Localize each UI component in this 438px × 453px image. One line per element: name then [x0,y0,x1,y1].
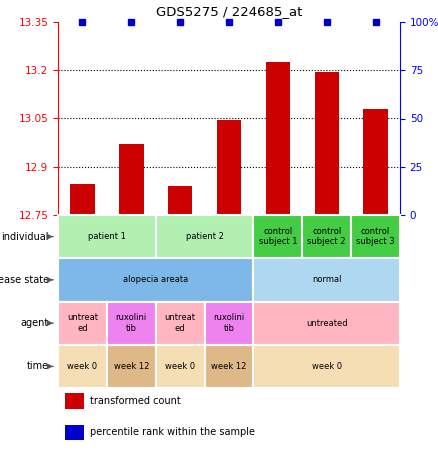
Bar [364,109,388,215]
Text: control
subject 2: control subject 2 [307,227,346,246]
Bar [168,186,192,215]
Text: time: time [27,361,49,371]
Text: transformed count: transformed count [91,396,181,406]
Bar [70,184,95,215]
Text: week 0: week 0 [312,362,342,371]
Text: week 0: week 0 [67,362,98,371]
Text: week 12: week 12 [211,362,247,371]
Text: ruxolini
tib: ruxolini tib [213,313,245,333]
Bar [314,72,339,215]
Text: disease state: disease state [0,275,49,285]
Text: ruxolini
tib: ruxolini tib [116,313,147,333]
Text: patient 1: patient 1 [88,232,126,241]
Title: GDS5275 / 224685_at: GDS5275 / 224685_at [156,5,302,18]
Bar [217,120,241,215]
Bar [65,424,84,440]
Bar [65,393,84,409]
Text: control
subject 3: control subject 3 [356,227,395,246]
Text: individual: individual [2,231,49,241]
Text: untreat
ed: untreat ed [165,313,196,333]
Text: percentile rank within the sample: percentile rank within the sample [91,427,255,438]
Text: untreat
ed: untreat ed [67,313,98,333]
Text: normal: normal [312,275,342,284]
Text: week 12: week 12 [113,362,149,371]
Text: untreated: untreated [306,318,347,328]
Text: alopecia areata: alopecia areata [123,275,188,284]
Text: agent: agent [21,318,49,328]
Text: week 0: week 0 [165,362,195,371]
Bar [265,62,290,215]
Text: control
subject 1: control subject 1 [258,227,297,246]
Bar [119,144,144,215]
Text: patient 2: patient 2 [186,232,223,241]
